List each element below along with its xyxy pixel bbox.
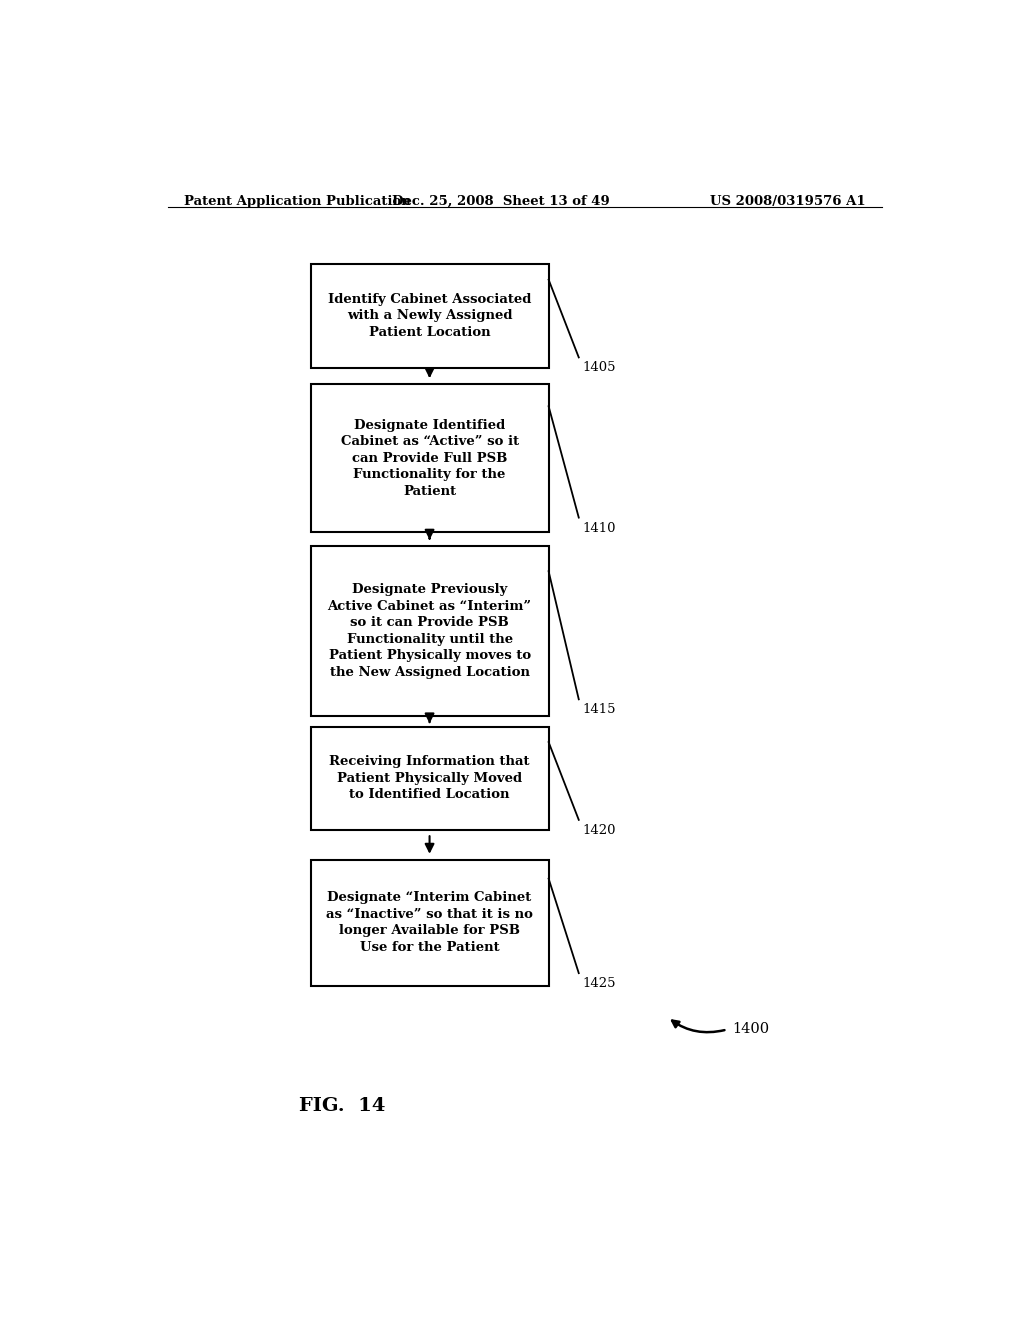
Text: Identify Cabinet Associated
with a Newly Assigned
Patient Location: Identify Cabinet Associated with a Newly… xyxy=(328,293,531,339)
Text: 1405: 1405 xyxy=(583,362,616,375)
Bar xyxy=(310,545,549,717)
Text: Designate Previously
Active Cabinet as “Interim”
so it can Provide PSB
Functiona: Designate Previously Active Cabinet as “… xyxy=(328,583,531,678)
Text: FIG.  14: FIG. 14 xyxy=(299,1097,385,1114)
Bar xyxy=(310,726,549,830)
Bar xyxy=(310,384,549,532)
Text: 1410: 1410 xyxy=(583,521,616,535)
Text: 1425: 1425 xyxy=(583,977,616,990)
Text: Designate Identified
Cabinet as “Active” so it
can Provide Full PSB
Functionalit: Designate Identified Cabinet as “Active”… xyxy=(341,418,518,498)
Text: Designate “Interim Cabinet
as “Inactive” so that it is no
longer Available for P: Designate “Interim Cabinet as “Inactive”… xyxy=(326,891,534,954)
Text: Receiving Information that
Patient Physically Moved
to Identified Location: Receiving Information that Patient Physi… xyxy=(330,755,529,801)
Text: Dec. 25, 2008  Sheet 13 of 49: Dec. 25, 2008 Sheet 13 of 49 xyxy=(392,195,610,209)
Text: 1400: 1400 xyxy=(733,1023,770,1036)
Text: US 2008/0319576 A1: US 2008/0319576 A1 xyxy=(711,195,866,209)
Text: Patent Application Publication: Patent Application Publication xyxy=(183,195,411,209)
Text: 1415: 1415 xyxy=(583,704,616,717)
Text: 1420: 1420 xyxy=(583,824,616,837)
Bar xyxy=(310,859,549,986)
Bar xyxy=(310,264,549,368)
